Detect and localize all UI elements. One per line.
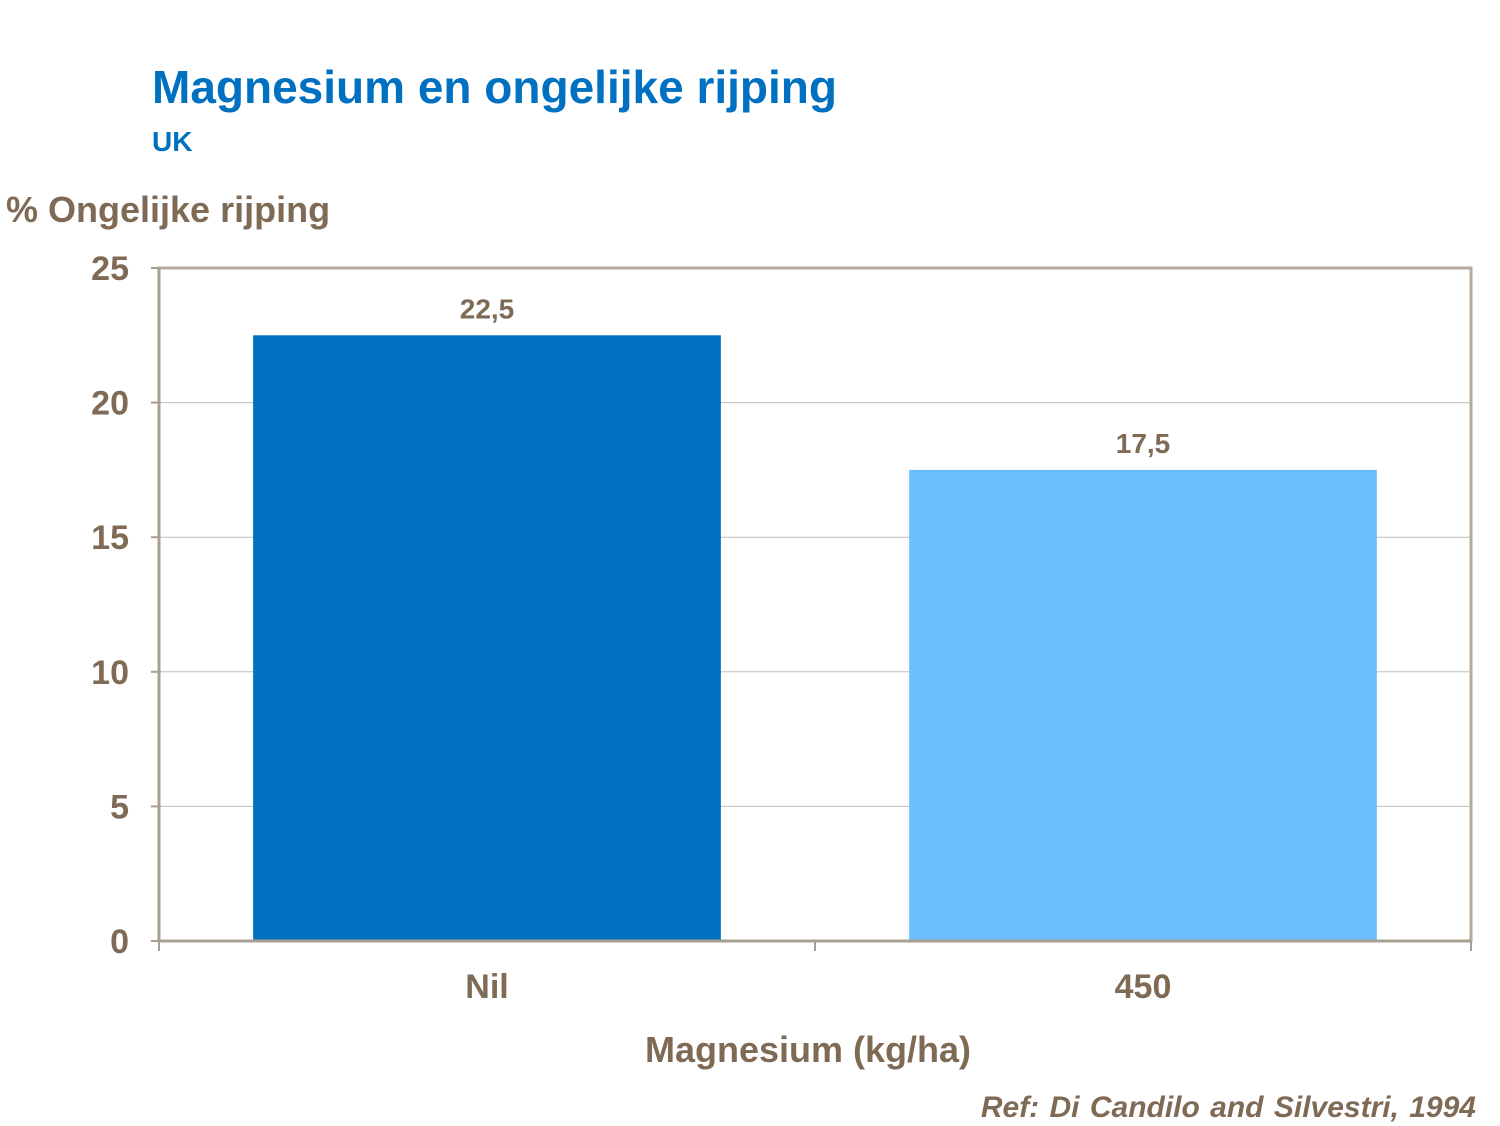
x-tick-label: Nil [465,968,508,1006]
x-tick-label: 450 [1115,968,1172,1006]
axes [151,267,1472,951]
labels: 0 5 10 15 20 25 22,5 Nil 17,5 450 [91,250,1171,1006]
x-axis-label: Magnesium (kg/ha) [645,1029,971,1070]
y-axis-label: % Ongelijke rijping [6,189,331,230]
y-tick-label: 10 [91,654,129,692]
y-tick-label: 15 [91,519,129,557]
data-label: 22,5 [460,293,515,324]
y-tick-label: 25 [91,250,129,288]
bar-nil [253,335,721,941]
data-label: 17,5 [1116,428,1171,459]
chart-subtitle: UK [152,126,193,157]
y-tick-label: 5 [110,788,129,826]
reference-note: Ref: Di Candilo and Silvestri, 1994 [980,1091,1476,1124]
bar-450 [909,469,1377,941]
bars [253,335,1377,941]
y-tick-label: 0 [110,923,129,961]
chart-title: Magnesium en ongelijke rijping [152,61,837,113]
y-tick-label: 20 [91,385,129,423]
